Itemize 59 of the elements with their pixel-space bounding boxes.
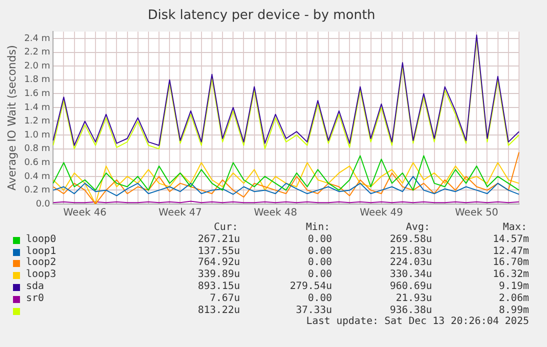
text: 279.54u <box>290 281 332 293</box>
x-tick-label: Week 49 <box>360 208 404 219</box>
text: 16.32m <box>492 269 529 282</box>
text: 813.22u <box>198 304 240 317</box>
text: 2.06m <box>498 292 529 305</box>
y-tick-label: 0.2 m <box>24 186 50 196</box>
x-tick-label: Week 50 <box>454 208 498 219</box>
text: 267.21u <box>198 234 240 246</box>
x-tick-label: Week 47 <box>158 208 202 219</box>
y-axis-title: Average IO Wait (seconds) <box>5 45 18 190</box>
y-tick-label: 1.4 m <box>24 102 50 113</box>
y-tick-label: 0.8 m <box>24 144 50 154</box>
text: Last update: Sat Dec 13 20:26:04 2025 <box>306 316 529 328</box>
y-tick-label: 2.2 m <box>24 48 50 58</box>
legend-label: loop2 <box>26 257 56 269</box>
text: 224.03u <box>390 257 432 270</box>
text: 0.00 <box>308 292 332 305</box>
text: 16.70m <box>492 257 529 270</box>
text: 14.57m <box>492 234 529 246</box>
text: 0.00 <box>308 269 332 282</box>
text: Min: <box>306 222 330 234</box>
text: 893.15u <box>198 281 240 293</box>
y-tick-label: 2.4 m <box>24 34 50 44</box>
text: 339.89u <box>198 269 240 282</box>
legend-label: loop3 <box>26 269 56 281</box>
text: 12.47m <box>492 246 529 258</box>
text: Cur: <box>214 222 238 234</box>
text: 137.55u <box>198 246 240 258</box>
text: 37.33u <box>296 304 332 316</box>
y-tick-label: 0.0 <box>36 199 50 210</box>
y-tick-label: 0.4 m <box>24 172 50 182</box>
text: 330.34u <box>390 269 432 282</box>
text: 764.92u <box>198 257 240 270</box>
text: 215.83u <box>390 246 432 258</box>
legend-label: loop1 <box>26 246 56 257</box>
text: 960.69u <box>390 281 432 293</box>
text: 21.93u <box>396 292 432 305</box>
y-tick-label: 2.0 m <box>24 61 50 72</box>
text: 8.99m <box>498 304 529 316</box>
text: 9.19m <box>498 281 529 293</box>
text: Max: <box>502 222 527 234</box>
y-tick-label: 1.6 m <box>24 89 50 100</box>
text: 936.38u <box>390 304 432 316</box>
y-tick-label: 1.0 m <box>24 130 50 140</box>
text: 0.00 <box>308 246 332 258</box>
legend-label: loop0 <box>26 234 56 246</box>
text: 0.00 <box>308 257 332 270</box>
text: 7.67u <box>210 292 240 305</box>
x-tick-label: Week 46 <box>63 208 107 219</box>
y-tick-label: 1.2 m <box>24 116 50 127</box>
chart-title: Disk latency per device - by month <box>148 8 376 24</box>
legend-label: sr0 <box>26 292 44 305</box>
x-tick-label: Week 48 <box>254 208 298 219</box>
text: Avg: <box>406 222 430 234</box>
legend-label: sda <box>26 281 44 293</box>
text: 269.58u <box>390 234 432 246</box>
y-tick-label: 1.8 m <box>24 75 50 86</box>
text: 0.00 <box>308 234 332 246</box>
y-tick-label: 0.6 m <box>24 158 50 168</box>
